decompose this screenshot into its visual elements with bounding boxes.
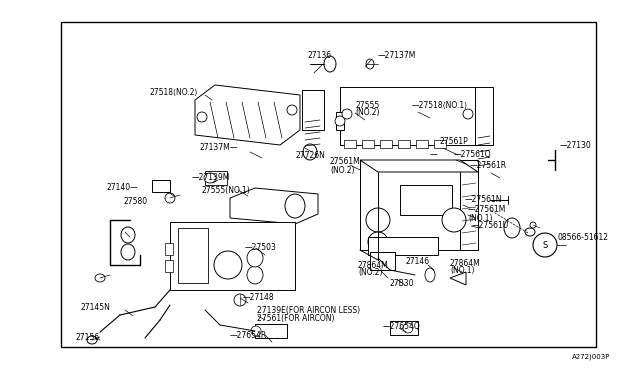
Text: —27654Q: —27654Q <box>383 323 420 331</box>
Ellipse shape <box>342 109 352 119</box>
Ellipse shape <box>368 232 388 252</box>
Text: (NO.2): (NO.2) <box>355 109 380 118</box>
Ellipse shape <box>442 208 466 232</box>
Text: (NO.2): (NO.2) <box>358 269 383 278</box>
Text: S: S <box>542 241 548 250</box>
Text: 27561P: 27561P <box>440 138 468 147</box>
Ellipse shape <box>197 112 207 122</box>
Text: 27140—: 27140— <box>106 183 138 192</box>
Text: —27503: —27503 <box>245 244 277 253</box>
Text: 27555(NO.1): 27555(NO.1) <box>202 186 251 195</box>
Bar <box>302 90 324 130</box>
Ellipse shape <box>425 268 435 282</box>
Text: —27561M: —27561M <box>468 205 506 215</box>
Text: —27137M: —27137M <box>378 51 417 60</box>
Bar <box>362 140 374 148</box>
Ellipse shape <box>251 326 261 336</box>
Bar <box>205 171 227 185</box>
Bar <box>400 185 452 215</box>
Text: —27518⟨NO.1⟩: —27518⟨NO.1⟩ <box>412 100 468 109</box>
Ellipse shape <box>303 144 317 160</box>
Ellipse shape <box>247 266 263 284</box>
Bar <box>380 140 392 148</box>
Ellipse shape <box>324 56 336 72</box>
Polygon shape <box>450 272 466 285</box>
Bar <box>336 112 344 130</box>
Ellipse shape <box>533 233 557 257</box>
Bar <box>170 222 295 290</box>
Text: —27139M: —27139M <box>192 173 230 182</box>
Ellipse shape <box>335 116 345 126</box>
Text: 27864M: 27864M <box>450 259 481 267</box>
Bar <box>340 87 475 145</box>
Ellipse shape <box>214 251 242 279</box>
Text: 27145N: 27145N <box>80 302 110 311</box>
Bar <box>434 140 446 148</box>
Bar <box>460 160 478 250</box>
Polygon shape <box>230 188 318 224</box>
Ellipse shape <box>463 109 473 119</box>
Bar <box>475 87 493 145</box>
Bar <box>61 22 596 347</box>
Bar <box>255 324 287 338</box>
Ellipse shape <box>247 249 263 267</box>
Text: 08566-51612: 08566-51612 <box>558 234 609 243</box>
Ellipse shape <box>285 194 305 218</box>
Ellipse shape <box>366 208 390 232</box>
Ellipse shape <box>234 294 246 306</box>
Polygon shape <box>195 85 300 145</box>
Bar <box>390 321 418 335</box>
Text: 27864M: 27864M <box>358 260 388 269</box>
Ellipse shape <box>165 193 175 203</box>
Text: 27561M: 27561M <box>330 157 361 167</box>
Bar <box>370 252 395 270</box>
Text: —27561Q: —27561Q <box>454 151 492 160</box>
Ellipse shape <box>525 228 535 236</box>
Text: —27148: —27148 <box>243 294 275 302</box>
Ellipse shape <box>121 227 135 243</box>
Text: —27654R: —27654R <box>230 330 268 340</box>
Bar <box>178 228 208 283</box>
Text: —27130: —27130 <box>560 141 592 150</box>
Text: (NO.1): (NO.1) <box>450 266 474 276</box>
Polygon shape <box>360 160 478 172</box>
Text: A272)003P: A272)003P <box>572 353 610 360</box>
Ellipse shape <box>87 336 97 344</box>
Text: 27B30: 27B30 <box>390 279 415 288</box>
Bar <box>165 260 173 272</box>
Ellipse shape <box>530 222 536 228</box>
Bar <box>416 140 428 148</box>
Ellipse shape <box>287 105 297 115</box>
Ellipse shape <box>504 218 520 238</box>
Ellipse shape <box>204 173 216 183</box>
Text: 27580: 27580 <box>124 198 148 206</box>
Text: —27561N: —27561N <box>465 196 502 205</box>
Text: 27156: 27156 <box>76 334 100 343</box>
Text: —27561U: —27561U <box>472 221 509 231</box>
Ellipse shape <box>121 244 135 260</box>
Text: 27518⟨NO.2⟩: 27518⟨NO.2⟩ <box>150 87 198 96</box>
Text: 27136: 27136 <box>307 51 331 60</box>
Bar <box>165 243 173 255</box>
Text: 27137M—: 27137M— <box>200 144 238 153</box>
Ellipse shape <box>366 59 374 69</box>
Text: —: — <box>430 151 438 160</box>
Bar <box>360 160 460 250</box>
Ellipse shape <box>95 274 105 282</box>
Text: (NO.2): (NO.2) <box>330 166 355 174</box>
Text: (NO.1): (NO.1) <box>468 214 493 222</box>
Text: 27555: 27555 <box>355 100 380 109</box>
Text: 27726N: 27726N <box>295 151 325 160</box>
Bar <box>344 140 356 148</box>
Text: 27146: 27146 <box>405 257 429 266</box>
Bar <box>368 237 438 255</box>
Ellipse shape <box>403 323 413 333</box>
Bar <box>152 180 170 192</box>
Text: —27561R: —27561R <box>470 160 507 170</box>
Bar <box>398 140 410 148</box>
Text: 27139E(FOR AIRCON LESS): 27139E(FOR AIRCON LESS) <box>257 305 360 314</box>
Text: 27561(FOR AIRCON): 27561(FOR AIRCON) <box>257 314 335 323</box>
